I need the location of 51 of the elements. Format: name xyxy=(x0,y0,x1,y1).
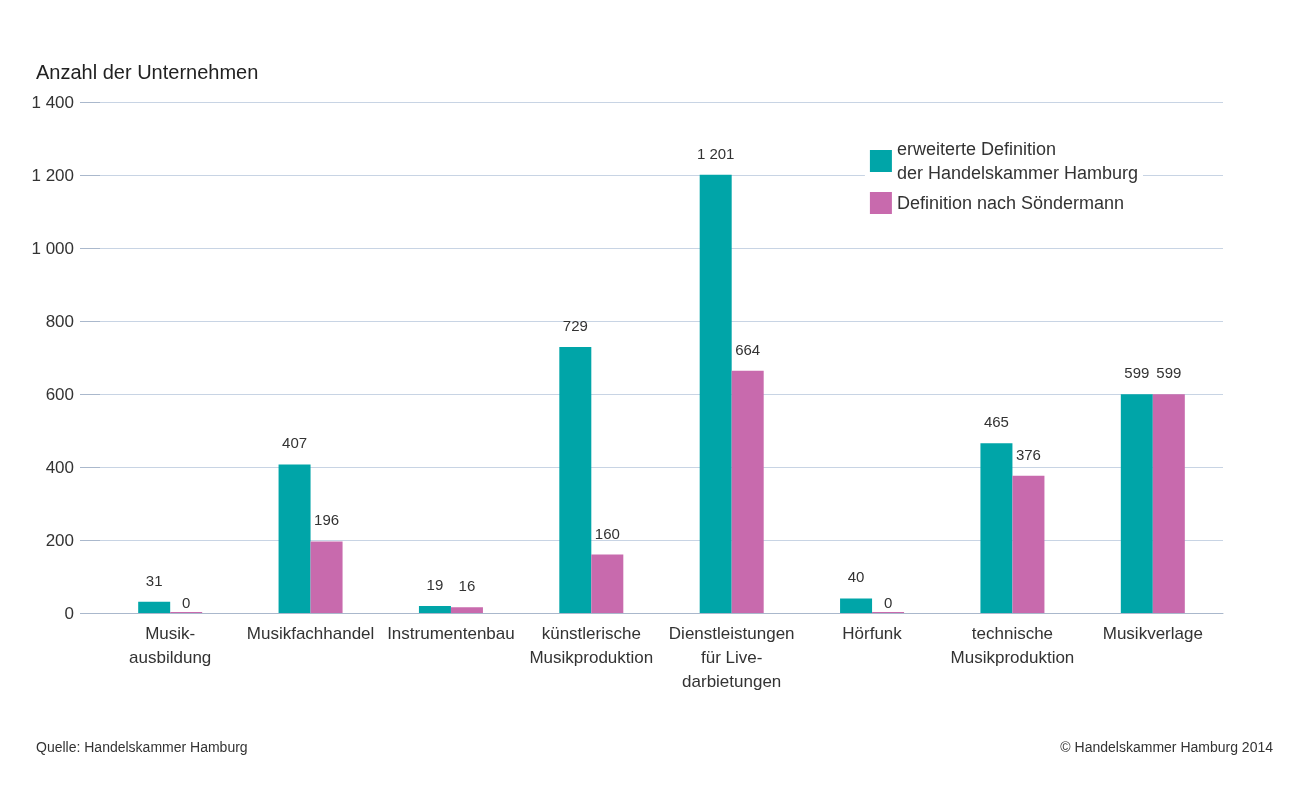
x-tick-label: Musik- ausbildung xyxy=(129,623,212,667)
data-label: 40 xyxy=(847,568,865,586)
bar xyxy=(840,598,873,613)
bar xyxy=(1120,394,1153,613)
bar xyxy=(699,174,732,613)
x-tick-label: Dienstleistungen für Live- darbietungen xyxy=(668,623,795,691)
y-tick-label: 400 xyxy=(45,457,74,477)
data-label: 407 xyxy=(282,434,308,452)
data-label: 16 xyxy=(458,577,476,595)
bar xyxy=(278,464,311,613)
y-tick-label: 800 xyxy=(45,311,74,331)
data-label: 376 xyxy=(1015,445,1041,463)
data-label: 0 xyxy=(883,594,893,611)
bar xyxy=(591,554,624,613)
legend-label: erweiterte Definition der Handelskammer Hamburg xyxy=(896,139,1138,183)
y-tick-label: 0 xyxy=(64,603,74,623)
data-label: 465 xyxy=(983,413,1009,431)
y-tick-label: 1 200 xyxy=(31,165,74,185)
bar xyxy=(559,346,592,613)
data-label: 160 xyxy=(594,524,620,542)
x-tick-label: Musikverlage xyxy=(1102,623,1203,643)
y-tick-label: 1 000 xyxy=(31,238,74,258)
bar xyxy=(980,443,1013,613)
y-axis-title: Anzahl der Unternehmen xyxy=(36,61,259,83)
bar xyxy=(1012,475,1045,613)
data-label: 729 xyxy=(562,316,588,334)
bar xyxy=(418,606,451,613)
data-label: 0 xyxy=(182,594,191,611)
x-tick-label: Instrumentenbau xyxy=(387,623,515,643)
data-label: 31 xyxy=(145,571,163,589)
x-tick-label: Musikfachhandel xyxy=(246,623,375,643)
data-label: 599 xyxy=(1124,364,1150,382)
text: © Handelskammer Hamburg 2014 xyxy=(1060,739,1274,755)
data-label: 1 201 xyxy=(696,144,735,162)
source-note: Quelle: Handelskammer Hamburg xyxy=(36,739,248,755)
data-label: 599 xyxy=(1156,364,1182,382)
x-tick-label: künstlerische Musikproduktion xyxy=(529,623,654,667)
y-tick-label: 200 xyxy=(45,530,74,550)
bar xyxy=(731,370,764,613)
x-tick-label: technische Musikproduktion xyxy=(950,623,1075,667)
bar xyxy=(138,601,171,613)
data-label: 196 xyxy=(314,511,340,529)
y-tick-label: 1 400 xyxy=(31,92,74,112)
y-tick-label: 600 xyxy=(45,384,74,404)
bar xyxy=(310,541,343,613)
legend-label: Definition nach Söndermann xyxy=(896,193,1125,213)
data-label: 19 xyxy=(426,576,444,594)
data-label: 664 xyxy=(735,340,761,358)
x-tick-label: Hörfunk xyxy=(842,623,903,643)
bar xyxy=(450,607,483,613)
bar xyxy=(1152,394,1185,613)
